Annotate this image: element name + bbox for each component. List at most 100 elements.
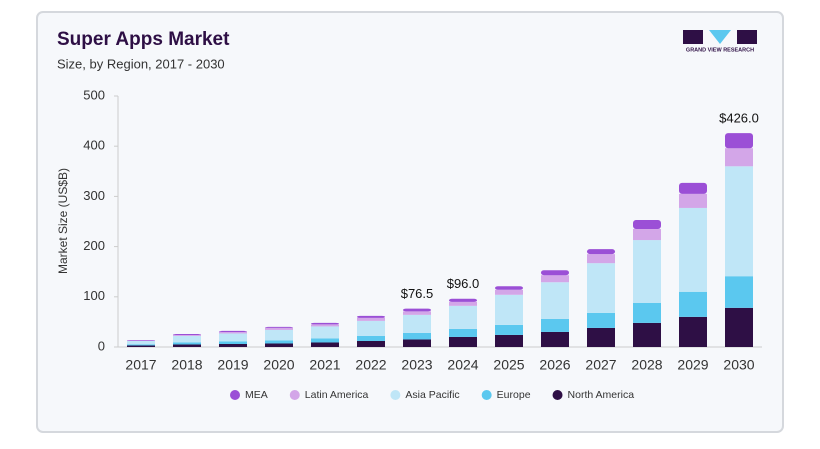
bar-segment xyxy=(173,335,201,343)
legend-label: Latin America xyxy=(305,389,369,401)
x-tick-label: 2025 xyxy=(493,357,524,373)
bar-segment xyxy=(587,327,615,347)
bar-segment xyxy=(403,308,431,312)
bar-segment xyxy=(219,341,247,344)
bar-segment xyxy=(725,133,753,149)
bar-segment xyxy=(311,326,339,339)
bar-segment xyxy=(219,333,247,342)
x-tick-label: 2022 xyxy=(355,357,386,373)
bar-segment xyxy=(633,322,661,347)
bar-segment xyxy=(449,301,477,306)
total-label: $426.0 xyxy=(719,111,759,126)
bar-segment xyxy=(219,343,247,347)
bar-segment xyxy=(679,316,707,347)
bar-segment xyxy=(357,335,385,341)
legend-swatch xyxy=(481,390,492,400)
total-label: $96.0 xyxy=(447,276,480,291)
y-tick-label: 0 xyxy=(98,338,105,353)
bar-segment xyxy=(541,282,569,319)
x-tick-label: 2028 xyxy=(631,357,662,373)
bar-segment xyxy=(541,270,569,276)
y-tick-label: 500 xyxy=(83,87,105,102)
y-tick-label: 400 xyxy=(83,138,105,153)
x-tick-label: 2026 xyxy=(539,357,570,373)
bar-segment xyxy=(357,315,385,318)
x-tick-label: 2017 xyxy=(125,357,156,373)
bar-segment xyxy=(725,148,753,167)
bar-segment xyxy=(587,254,615,264)
bar-segment xyxy=(219,331,247,334)
bar-segment xyxy=(265,343,293,347)
chart-title: Super Apps Market xyxy=(57,29,230,50)
bar-segment xyxy=(173,334,201,336)
bar-segment xyxy=(449,305,477,329)
bar-segment xyxy=(127,344,155,346)
bar-segment xyxy=(587,249,615,255)
bar-segment xyxy=(633,219,661,230)
x-tick-label: 2029 xyxy=(677,357,708,373)
chart-subtitle: Size, by Region, 2017 - 2030 xyxy=(57,56,225,71)
bar-segment xyxy=(633,229,661,241)
total-label: $76.5 xyxy=(401,286,434,301)
legend-label: North America xyxy=(568,389,635,401)
x-tick-label: 2027 xyxy=(585,357,616,373)
logo: GRAND VIEW RESEARCH xyxy=(683,30,757,53)
bar-segment xyxy=(311,324,339,327)
bar-segment xyxy=(265,326,293,328)
bar-segment xyxy=(311,338,339,343)
bar-segment xyxy=(495,334,523,347)
x-tick-label: 2020 xyxy=(263,357,294,373)
x-tick-label: 2019 xyxy=(217,357,248,373)
bar-segment xyxy=(633,240,661,303)
y-tick-label: 300 xyxy=(83,188,105,203)
bar-segment xyxy=(679,291,707,317)
bar-segment xyxy=(679,207,707,292)
bar-segment xyxy=(173,333,201,335)
y-tick-label: 200 xyxy=(83,238,105,253)
x-tick-label: 2030 xyxy=(723,357,754,373)
bar-segment xyxy=(495,286,523,290)
legend-swatch xyxy=(289,390,300,400)
bar-segment xyxy=(127,345,155,347)
logo-text: GRAND VIEW RESEARCH xyxy=(686,47,754,53)
bar-segment xyxy=(541,331,569,347)
bar-segment xyxy=(173,342,201,345)
bar-segment xyxy=(495,289,523,295)
legend-swatch xyxy=(390,390,401,400)
y-axis-label: Market Size (US$B) xyxy=(56,168,70,274)
bar-segment xyxy=(725,307,753,347)
x-tick-label: 2021 xyxy=(309,357,340,373)
bar-segment xyxy=(403,314,431,333)
bar-segment xyxy=(127,340,155,345)
bar-segment xyxy=(357,320,385,336)
y-tick-label: 100 xyxy=(83,288,105,303)
bar-segment xyxy=(541,318,569,332)
bar-segment xyxy=(587,312,615,328)
bar-segment xyxy=(679,193,707,208)
bar-segment xyxy=(725,276,753,308)
legend-label: Europe xyxy=(497,389,531,401)
bar-segment xyxy=(449,328,477,337)
bar-segment xyxy=(311,342,339,347)
bar-segment xyxy=(633,302,661,323)
bar-segment xyxy=(173,344,201,347)
bar-segment xyxy=(219,330,247,332)
x-tick-label: 2024 xyxy=(447,357,478,373)
bar-segment xyxy=(725,166,753,277)
legend-swatch xyxy=(552,390,563,400)
bar-segment xyxy=(495,294,523,325)
legend-swatch xyxy=(230,390,240,400)
bar-segment xyxy=(127,340,155,341)
bar-segment xyxy=(449,298,477,302)
legend-label: MEA xyxy=(245,389,268,401)
bar-segment xyxy=(403,339,431,347)
x-tick-label: 2023 xyxy=(401,357,432,373)
x-tick-label: 2018 xyxy=(171,357,202,373)
bar-segment xyxy=(265,327,293,330)
legend-label: Asia Pacific xyxy=(405,389,459,401)
bar-segment xyxy=(449,336,477,347)
bar-segment xyxy=(541,275,569,283)
bar-segment xyxy=(403,332,431,340)
bar-segment xyxy=(265,329,293,341)
